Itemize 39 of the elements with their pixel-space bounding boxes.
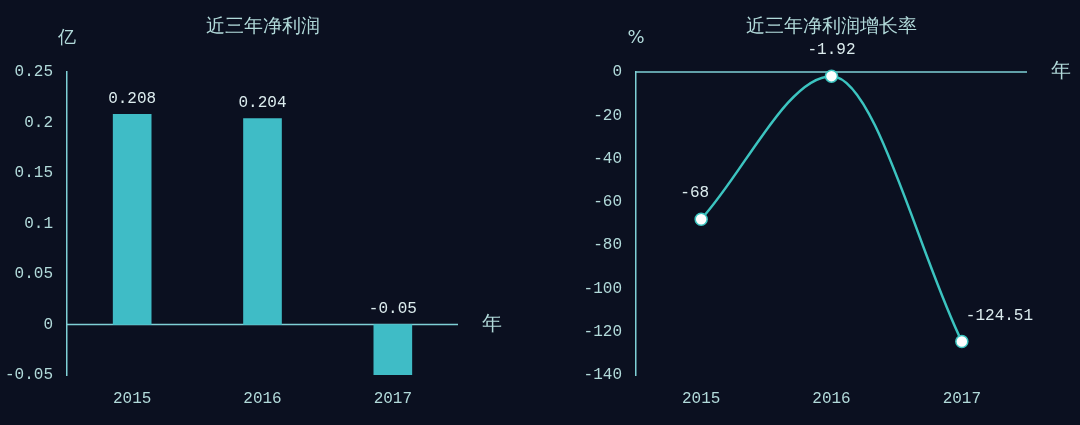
y-tick-label: -120 xyxy=(583,322,622,341)
data-label: -124.51 xyxy=(965,306,1034,325)
point xyxy=(955,334,969,349)
bar xyxy=(373,324,413,375)
data-label: -1.92 xyxy=(807,41,856,60)
y-tick-label: -140 xyxy=(583,366,622,385)
y-tick-label: -60 xyxy=(593,193,622,212)
y-tick-label: 0.2 xyxy=(24,113,53,132)
x-tick-label: 2017 xyxy=(373,389,413,408)
x-tick-label: 2016 xyxy=(243,389,282,408)
chart-title: 近三年净利润增长率 xyxy=(746,13,917,36)
x-tick-label: 2015 xyxy=(681,389,721,408)
x-tick-label: 2017 xyxy=(942,389,982,408)
y-tick-label: -0.05 xyxy=(4,366,53,385)
data-label: -0.05 xyxy=(368,299,417,318)
y-tick-label: -80 xyxy=(593,236,622,255)
y-axis-title: % xyxy=(627,25,645,47)
y-tick-label: -20 xyxy=(593,106,622,125)
y-tick-label: -40 xyxy=(593,149,622,168)
y-tick-label: 0.1 xyxy=(24,214,53,233)
y-tick-label: 0 xyxy=(612,63,622,82)
bar xyxy=(112,114,152,325)
point xyxy=(824,69,839,83)
y-tick-label: -100 xyxy=(583,279,622,298)
x-tick-label: 2016 xyxy=(812,389,851,408)
data-label: 0.204 xyxy=(238,93,287,112)
data-label: 0.208 xyxy=(108,89,157,108)
bar xyxy=(243,118,282,325)
data-label: -68 xyxy=(680,184,710,203)
chart-title: 近三年净利润 xyxy=(205,13,320,36)
y-tick-label: 0.15 xyxy=(14,164,53,183)
y-tick-label: 0 xyxy=(43,315,53,334)
point xyxy=(694,212,708,226)
y-tick-label: 0.25 xyxy=(14,63,53,82)
x-tick-label: 2015 xyxy=(112,389,152,408)
x-axis-title: 年 xyxy=(482,310,502,335)
x-axis-title: 年 xyxy=(1051,58,1071,83)
y-axis-title: 亿 xyxy=(57,25,76,47)
y-tick-label: 0.05 xyxy=(14,265,53,284)
